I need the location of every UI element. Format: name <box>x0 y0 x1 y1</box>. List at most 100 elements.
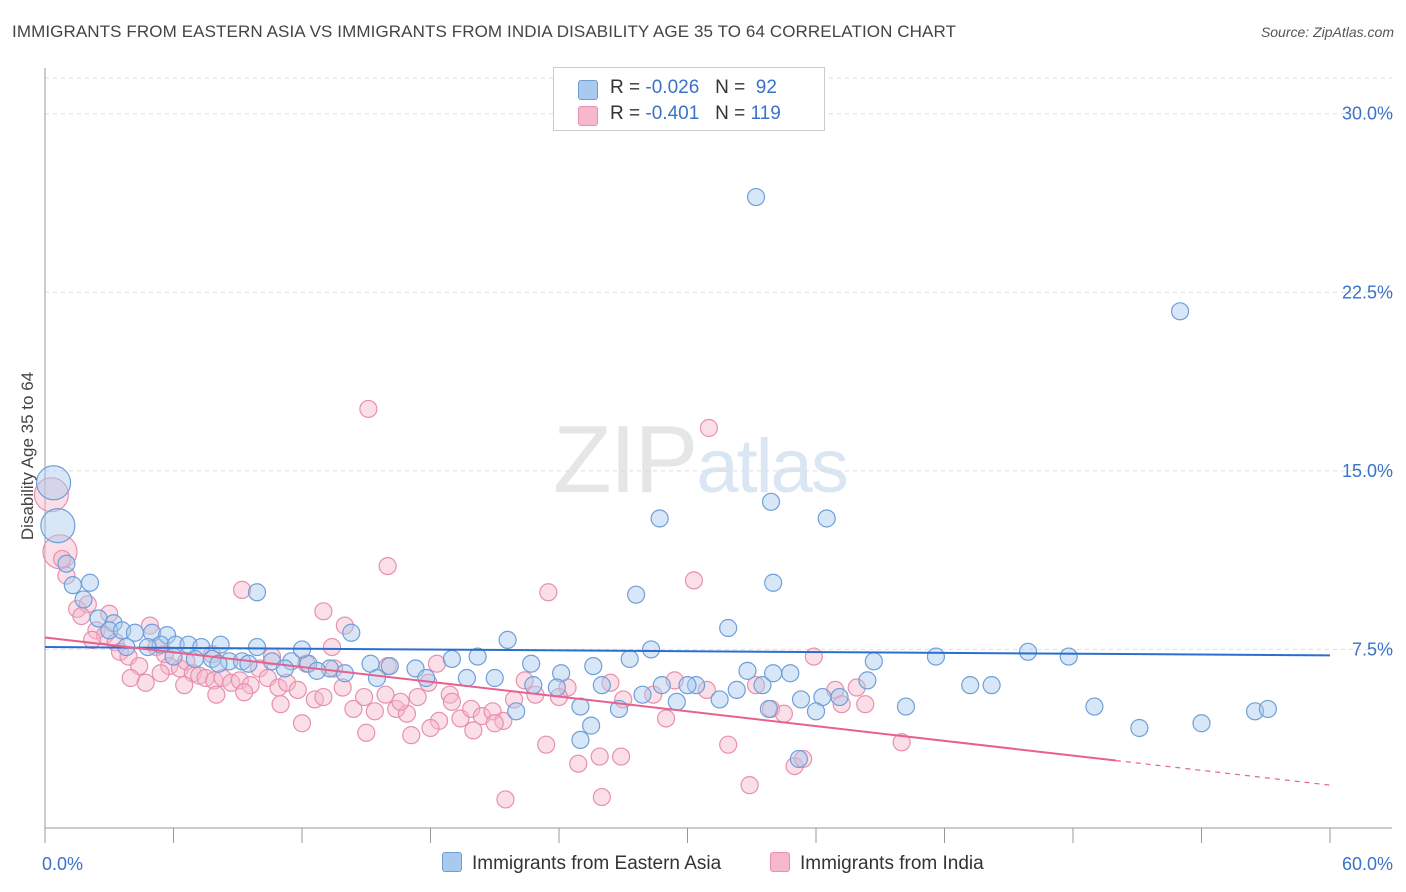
point-eastern-asia <box>864 652 883 671</box>
legend-r-label: R = <box>610 77 641 98</box>
point-india <box>684 571 704 590</box>
watermark-zip: ZIP <box>553 406 698 513</box>
point-india <box>892 733 911 752</box>
point-eastern-asia <box>710 690 729 709</box>
point-india <box>333 678 352 697</box>
point-india <box>746 676 766 695</box>
point-eastern-asia <box>367 668 387 688</box>
legend-n-label: N = <box>715 77 746 98</box>
point-eastern-asia <box>74 590 93 609</box>
point-india <box>207 685 226 704</box>
bottom-legend-eastern-asia: Immigrants from Eastern Asia <box>442 852 721 875</box>
point-eastern-asia <box>896 697 916 716</box>
point-india <box>856 695 875 714</box>
point-eastern-asia <box>1130 718 1149 738</box>
point-india <box>359 399 378 419</box>
point-eastern-asia <box>80 573 100 592</box>
point-eastern-asia <box>1059 647 1078 666</box>
point-eastern-asia <box>1018 642 1038 661</box>
point-eastern-asia <box>961 676 980 695</box>
point-eastern-asia <box>764 664 783 683</box>
point-india <box>83 630 102 650</box>
point-eastern-asia <box>926 647 946 666</box>
legend-r-label: R = <box>610 103 641 124</box>
bottom-legend-swatch-pink <box>770 852 790 872</box>
point-india <box>719 735 738 754</box>
point-india <box>592 787 611 807</box>
point-india <box>378 556 397 576</box>
point-india <box>496 790 515 809</box>
point-eastern-asia <box>759 699 778 719</box>
legend-n-value: 119 <box>750 103 781 124</box>
point-eastern-asia <box>100 621 119 640</box>
point-india <box>391 692 410 711</box>
point-india <box>322 637 342 657</box>
point-india <box>740 776 759 795</box>
legend-r-value: -0.401 <box>645 103 700 124</box>
watermark: ZIPatlas <box>553 405 849 515</box>
legend-swatch-pink <box>578 106 598 126</box>
point-eastern-asia <box>239 654 258 673</box>
x-tick-label: 0.0% <box>42 854 83 874</box>
point-eastern-asia <box>342 623 361 642</box>
point-eastern-asia <box>571 730 590 750</box>
bottom-legend-label: Immigrants from India <box>800 853 984 874</box>
point-eastern-asia <box>582 716 601 735</box>
y-tick-label: 7.5% <box>1352 639 1393 659</box>
point-india <box>774 704 793 723</box>
point-india <box>235 683 254 702</box>
point-india <box>421 718 440 738</box>
point-eastern-asia <box>1170 302 1190 321</box>
point-eastern-asia <box>485 668 504 688</box>
point-eastern-asia <box>789 749 808 769</box>
legend-r-value: -0.026 <box>645 77 700 98</box>
point-eastern-asia <box>592 676 611 695</box>
point-eastern-asia <box>417 668 436 688</box>
point-india <box>241 676 260 695</box>
point-india <box>847 678 866 697</box>
point-eastern-asia <box>753 676 772 695</box>
point-india <box>612 747 631 766</box>
point-eastern-asia <box>738 661 757 680</box>
point-eastern-asia <box>806 702 826 721</box>
point-eastern-asia <box>1085 697 1104 716</box>
point-india <box>355 687 374 707</box>
point-eastern-asia <box>620 649 639 669</box>
watermark-atlas: atlas <box>696 424 849 509</box>
point-eastern-asia <box>247 583 267 602</box>
chart-title: IMMIGRANTS FROM EASTERN ASIA VS IMMIGRAN… <box>12 22 957 41</box>
point-india <box>485 714 504 733</box>
point-india <box>72 606 91 626</box>
point-india <box>402 726 421 745</box>
y-tick-label: 22.5% <box>1342 282 1393 302</box>
point-india <box>427 654 447 673</box>
point-eastern-asia <box>667 692 686 711</box>
legend-swatch-blue <box>578 80 598 100</box>
point-india <box>271 695 290 714</box>
point-india <box>408 687 427 707</box>
bottom-legend-label: Immigrants from Eastern Asia <box>472 853 722 874</box>
point-eastern-asia <box>830 687 849 707</box>
point-eastern-asia <box>547 678 566 697</box>
trend-line-india <box>44 636 1116 762</box>
point-india <box>357 723 376 742</box>
point-eastern-asia <box>1192 714 1211 733</box>
point-eastern-asia <box>727 680 746 700</box>
trend-line-dashed-india <box>1115 759 1331 786</box>
point-eastern-asia <box>719 618 738 638</box>
point-india <box>230 671 249 690</box>
point-eastern-asia <box>982 676 1001 695</box>
y-tick-label: 15.0% <box>1342 461 1393 481</box>
point-india <box>288 680 307 700</box>
correlation-legend: R = -0.026 N = 92 R = -0.401 N = 119 <box>553 67 825 131</box>
point-india <box>136 673 155 692</box>
point-india <box>175 676 194 695</box>
legend-n-label: N = <box>715 103 746 124</box>
point-india <box>699 418 719 438</box>
point-india <box>697 680 716 700</box>
point-eastern-asia <box>652 676 671 695</box>
point-eastern-asia <box>858 671 877 690</box>
point-india <box>121 668 140 688</box>
point-eastern-asia <box>457 668 477 688</box>
